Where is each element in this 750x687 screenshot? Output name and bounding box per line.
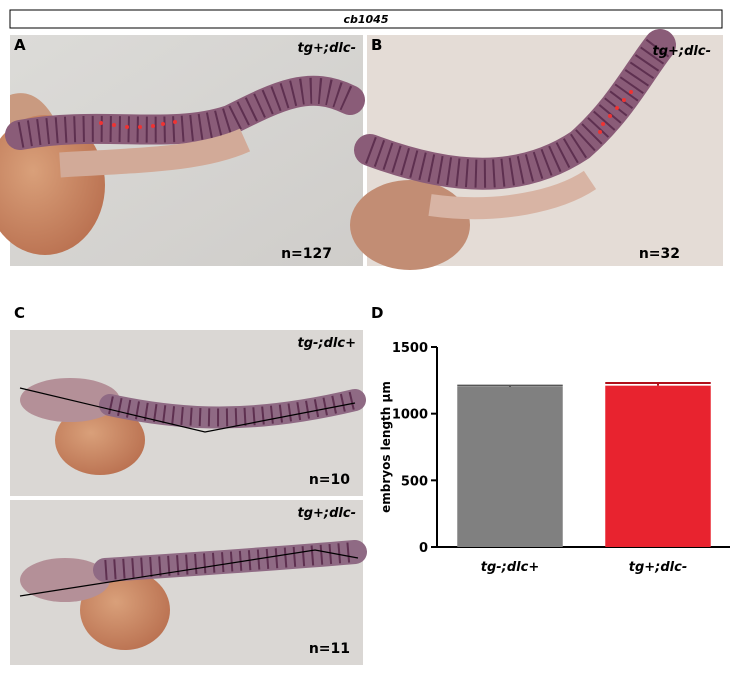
genotype-label: tg-;dlc+	[298, 336, 356, 351]
sample-count: n=127	[281, 246, 332, 262]
panel-letter: A	[14, 36, 26, 54]
y-tick-label: 1000	[392, 408, 428, 423]
bar	[605, 385, 711, 547]
y-tick-label: 1500	[392, 341, 428, 356]
y-tick-label: 500	[401, 474, 428, 489]
genotype-label: tg+;dlc-	[298, 506, 356, 521]
genotype-label: tg+;dlc-	[298, 41, 356, 56]
title-box	[9, 9, 723, 29]
error-bar	[605, 382, 711, 386]
y-tick-label: 0	[419, 541, 428, 556]
bar-chart: 0 500 1000 1500 tg-;dlc+ tg+;dlc-	[392, 341, 730, 575]
panel-b-photo	[350, 29, 723, 270]
panel-a-photo	[0, 35, 365, 266]
sample-count: n=32	[639, 246, 680, 262]
panel-letter: C	[14, 304, 25, 322]
sample-count: n=10	[309, 472, 350, 488]
sample-count: n=11	[309, 641, 350, 657]
genotype-label: tg+;dlc-	[653, 44, 711, 59]
panel-c-top-photo	[10, 330, 366, 496]
error-bar	[457, 384, 563, 387]
x-tick-label: tg+;dlc-	[629, 560, 687, 575]
bar	[457, 387, 563, 547]
panel-letter: B	[371, 36, 382, 54]
panel-letter: D	[371, 304, 383, 322]
y-axis-label: embryos length µm	[379, 381, 393, 513]
figure-title: cb1045	[343, 13, 388, 26]
panel-c-bottom-photo	[10, 500, 367, 665]
x-tick-label: tg-;dlc+	[481, 560, 539, 575]
